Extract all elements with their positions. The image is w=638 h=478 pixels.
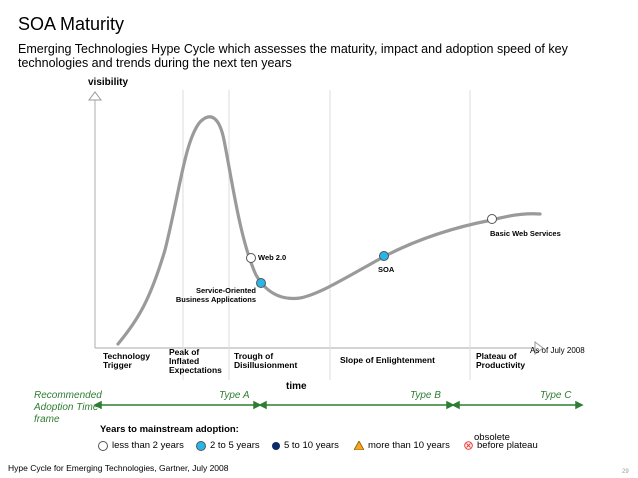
legend-triangle-icon [354, 441, 364, 450]
page-number: 29 [622, 469, 629, 475]
legend-item-obsolete: before plateau [464, 440, 538, 451]
y-axis-arrow [88, 91, 102, 101]
label-soa: SOA [378, 265, 395, 274]
legend-label: more than 10 years [368, 440, 450, 451]
legend-obsolete-icon [464, 441, 473, 450]
type-a-arrow-right [253, 400, 262, 410]
marker-soa [379, 251, 389, 261]
adoption-label: Recommended Adoption Time frame [34, 390, 102, 425]
type-b-arrow-right [446, 400, 455, 410]
as-of-date: As of July 2008 [530, 346, 585, 355]
legend-item-2-to-5: 2 to 5 years [196, 440, 260, 451]
type-c-arrow-right [575, 400, 584, 410]
legend-label: 2 to 5 years [210, 440, 260, 451]
type-a-arrow-left [93, 400, 102, 410]
legend-item-less-than-2: less than 2 years [98, 440, 184, 451]
y-axis-label: visibility [88, 77, 129, 88]
page-title: SOA Maturity [18, 14, 125, 34]
legend-label: before plateau [477, 440, 538, 451]
x-axis-arrow [534, 341, 544, 355]
phase-trough: Trough of Disillusionment [234, 351, 298, 370]
hype-curve [116, 115, 542, 346]
page-subtitle: Emerging Technologies Hype Cycle which a… [18, 42, 568, 70]
marker-soba [256, 278, 266, 288]
type-b-label: Type B [410, 390, 441, 401]
adoption-arrows [93, 400, 584, 410]
x-axis-label: time [286, 381, 307, 392]
legend-obsolete-label: obsolete [474, 432, 510, 443]
label-basic-web-services: Basic Web Services [490, 229, 561, 238]
source-note: Hype Cycle for Emerging Technologies, Ga… [8, 463, 229, 473]
legend-circle-white-icon [98, 440, 108, 451]
legend-label: 5 to 10 years [284, 440, 339, 451]
label-soba: Service-Oriented Business Applications [175, 286, 256, 304]
type-b-arrow-left [258, 400, 267, 410]
legend-label: less than 2 years [112, 440, 184, 451]
type-c-label: Type C [540, 390, 572, 401]
marker-basic-web-services [487, 214, 497, 224]
phase-peak: Peak of Inflated Expectations [169, 347, 222, 375]
legend-title: Years to mainstream adoption: [100, 424, 239, 435]
phase-plateau: Plateau of Productivity [476, 351, 526, 370]
type-c-arrow-left [451, 400, 460, 410]
legend-circle-darkblue-icon [272, 441, 280, 450]
legend-circle-lightblue-icon [196, 440, 206, 451]
label-web-2-0: Web 2.0 [258, 253, 287, 262]
type-a-label: Type A [219, 390, 250, 401]
legend-item-more-than-10: more than 10 years [354, 440, 450, 451]
phase-slope: Slope of Enlightenment [340, 355, 435, 365]
marker-web-2-0 [246, 253, 256, 263]
phase-technology-trigger: Technology Trigger [103, 351, 151, 370]
legend-item-5-to-10: 5 to 10 years [272, 440, 339, 451]
